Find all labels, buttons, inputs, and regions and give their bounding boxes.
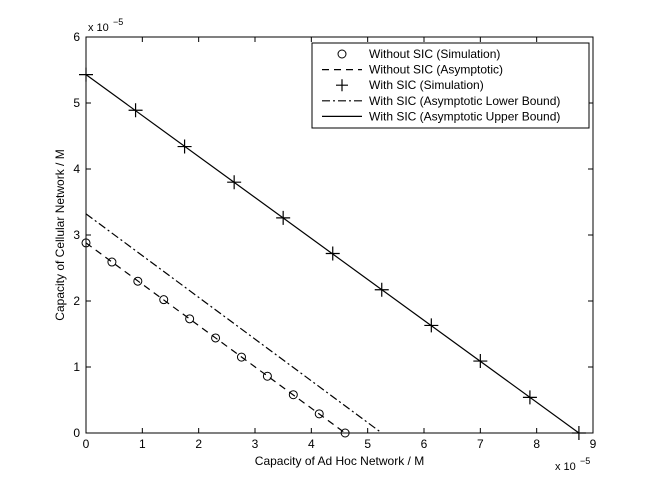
legend-label: With SIC (Asymptotic Upper Bound) [369, 109, 560, 123]
legend-label: With SIC (Asymptotic Lower Bound) [369, 94, 560, 108]
x-tick-label: 5 [364, 437, 371, 451]
y-tick-label: 2 [73, 294, 80, 308]
data-point-circle [185, 314, 195, 324]
x-tick-label: 2 [195, 437, 202, 451]
y-exponent-base: x 10 [88, 22, 109, 34]
y-tick-label: 4 [73, 162, 80, 176]
x-tick-label: 9 [590, 437, 597, 451]
legend-entry: With SIC (Simulation) [336, 78, 484, 92]
y-tick-label: 3 [73, 228, 80, 242]
legend-label: Without SIC (Asymptotic) [369, 63, 503, 77]
legend-label: Without SIC (Simulation) [369, 47, 500, 61]
data-point-circle [337, 49, 347, 59]
x-tick-label: 3 [252, 437, 259, 451]
x-exponent-power: −5 [580, 456, 590, 466]
series-1 [81, 238, 350, 438]
x-tick-label: 8 [533, 437, 540, 451]
legend-box [311, 42, 590, 129]
data-point-circle [288, 390, 298, 400]
legend-label: With SIC (Simulation) [369, 78, 484, 92]
y-exponent-power: −5 [113, 17, 123, 27]
y-tick-label: 0 [73, 426, 80, 440]
x-tick-label: 1 [139, 437, 146, 451]
series-line [85, 242, 346, 434]
series-2 [85, 242, 346, 434]
x-tick-label: 6 [421, 437, 428, 451]
data-point-circle [314, 409, 324, 419]
y-tick-label: 1 [73, 360, 80, 374]
x-axis-label: Capacity of Ad Hoc Network / M [255, 454, 424, 468]
data-point-circle [211, 333, 221, 343]
x-exponent-base: x 10 [555, 461, 576, 473]
data-point-circle [262, 371, 272, 381]
series-5 [85, 74, 580, 434]
y-tick-label: 6 [73, 30, 80, 44]
x-tick-label: 0 [83, 437, 90, 451]
series-4 [85, 213, 383, 434]
series-line [85, 213, 383, 434]
series-line [85, 74, 580, 434]
data-point-plus [571, 426, 586, 440]
x-tick-label: 7 [477, 437, 484, 451]
x-axis-exponent: x 10 −5 [555, 456, 590, 473]
data-point-circle [340, 428, 350, 438]
legend-entry: Without SIC (Simulation) [337, 47, 500, 61]
legend-entry: Without SIC (Asymptotic) [322, 63, 503, 77]
data-point-circle [81, 238, 91, 248]
data-point-circle [159, 295, 169, 305]
x-tick-label: 4 [308, 437, 315, 451]
data-point-plus [336, 79, 348, 92]
legend-entry: With SIC (Asymptotic Upper Bound) [322, 109, 560, 123]
data-point-circle [107, 257, 117, 267]
data-point-circle [133, 276, 143, 286]
data-point-circle [236, 352, 246, 362]
y-axis-label: Capacity of Cellular Network / M [53, 149, 67, 320]
y-tick-label: 5 [73, 96, 80, 110]
y-axis-exponent: x 10 −5 [88, 17, 123, 34]
legend-entry: With SIC (Asymptotic Lower Bound) [322, 94, 560, 108]
